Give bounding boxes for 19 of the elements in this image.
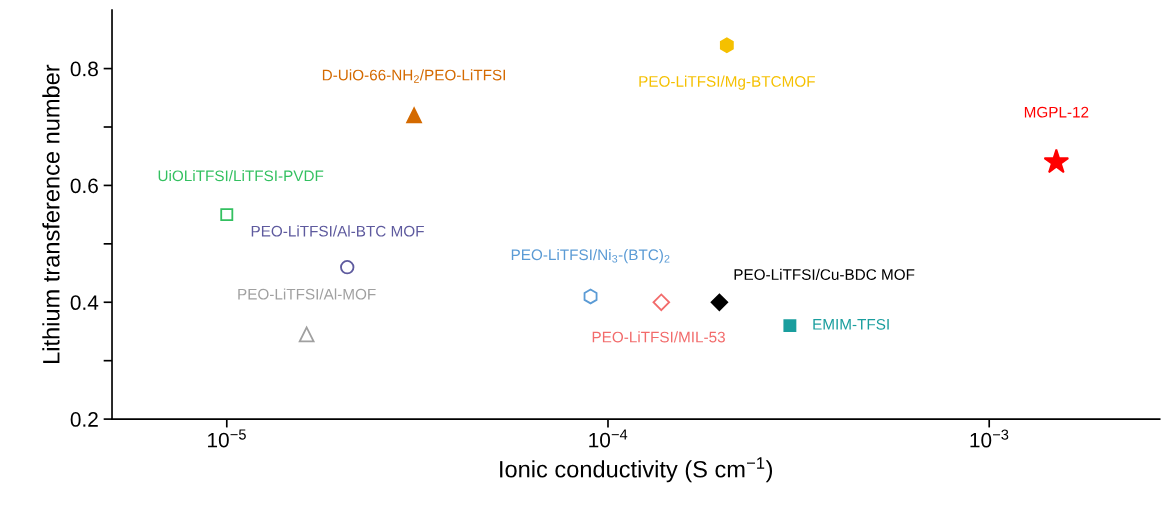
text: UiOLiTFSI/LiTFSI-PVDF bbox=[158, 170, 324, 182]
y-tick-label: 0.4 bbox=[70, 295, 99, 311]
x-axis-title: Ionic conductivity (S cm$^{−1}$) bbox=[500, 457, 773, 483]
y-axis-title: Lithium transference number bbox=[42, 64, 60, 363]
x-tick-label: 10$^{−5}$ bbox=[208, 429, 246, 448]
text: MGPL-12 bbox=[1024, 106, 1089, 118]
x-tick-label: 10$^{−3}$ bbox=[970, 429, 1009, 448]
text: D-UiO-66-NH$_{2}$/PEO-LiTFSI bbox=[322, 69, 505, 83]
text: PEO-LiTFSI/Al-MOF bbox=[238, 288, 376, 300]
y-tick-label: 0.6 bbox=[70, 178, 98, 194]
series-label: PEO-LiTFSI/Cu-BDC MOF bbox=[734, 268, 915, 280]
text: PEO-LiTFSI/Ni$_{3}$-(BTC)$_{2}$ bbox=[511, 248, 670, 264]
series-label: PEO-LiTFSI/MIL-53 bbox=[592, 331, 725, 343]
series-label: PEO-LiTFSI/Mg-BTCMOF bbox=[639, 75, 815, 90]
y-tick-label: 0.8 bbox=[70, 61, 98, 77]
x-tick-label: 10$^{−4}$ bbox=[589, 429, 628, 448]
series-label: EMIM-TFSI bbox=[813, 318, 889, 330]
text: PEO-LiTFSI/Al-BTC MOF bbox=[251, 225, 424, 237]
y-tick-label: 0.2 bbox=[70, 412, 98, 427]
